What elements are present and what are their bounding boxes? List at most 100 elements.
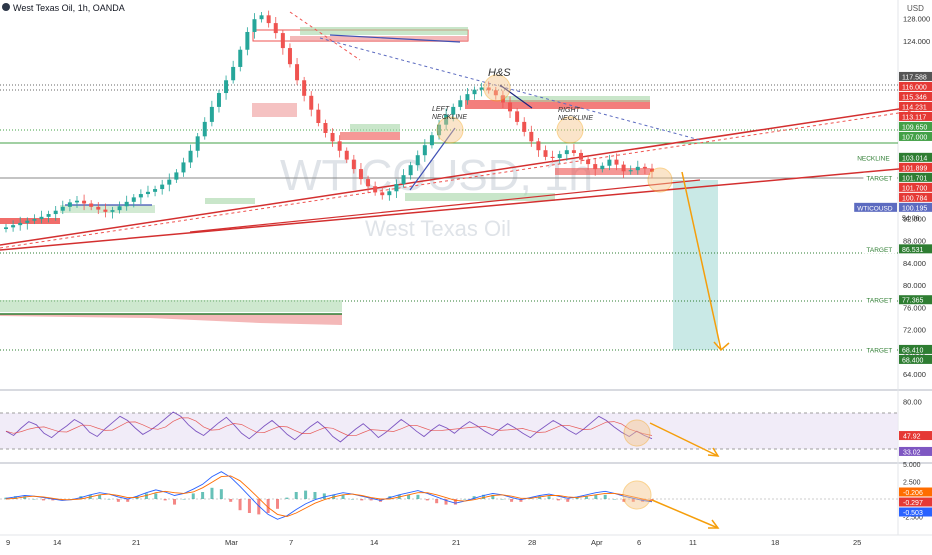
price-badge-value: 68.400	[902, 357, 924, 364]
time-tick-label: 14	[53, 538, 61, 547]
candle-body	[245, 31, 250, 50]
short-position-zone[interactable]	[673, 180, 718, 350]
zone-mid-red[interactable]	[252, 103, 297, 117]
left-neckline[interactable]	[409, 127, 456, 191]
rsi-tick-label: 80.00	[903, 397, 922, 406]
candle-body	[493, 90, 498, 96]
candle-body	[408, 165, 413, 176]
rsi-highlight[interactable]	[623, 419, 651, 447]
macd-bar	[304, 490, 308, 499]
time-tick-label: Apr	[591, 538, 603, 547]
macd-bar	[210, 487, 214, 499]
price-badge-value: 117.588	[902, 74, 927, 81]
candle-body	[515, 111, 520, 122]
time-tick-label: 21	[452, 538, 460, 547]
price-badge-value: 113.117	[902, 114, 926, 121]
price-badge-label: NECKLINE	[857, 155, 890, 162]
time-axis[interactable]: 9 14 21 Mar 7 14 21 28 Apr 6 11 18 25	[6, 538, 861, 547]
price-badge-value: 100.784	[902, 195, 927, 202]
symbol-title[interactable]: West Texas Oil, 1h, OANDA	[2, 3, 125, 13]
zone-hs-red[interactable]	[465, 100, 650, 109]
candle-body	[344, 150, 349, 160]
zone-lower-green[interactable]	[0, 300, 342, 312]
candle-body	[500, 95, 505, 103]
macd-bar	[13, 496, 17, 499]
candle-body	[316, 109, 321, 124]
macd-bar	[32, 499, 36, 500]
zone-left-red[interactable]	[340, 132, 400, 140]
price-badge-value: 115.346	[902, 94, 927, 101]
price-badge-label: TARGET	[866, 175, 892, 182]
macd-bar	[126, 499, 130, 502]
macd-bar	[453, 499, 457, 505]
time-tick-label: 18	[771, 538, 779, 547]
candle-body	[32, 219, 37, 221]
macd-highlight[interactable]	[622, 480, 652, 510]
macd-histogram	[4, 487, 654, 515]
price-badge	[899, 71, 932, 81]
candle-body	[351, 159, 356, 170]
symbol-title-text: West Texas Oil, 1h, OANDA	[13, 3, 125, 13]
macd-bar	[163, 499, 167, 501]
macd-bar	[369, 499, 373, 501]
macd-bar	[257, 499, 261, 515]
macd-bar	[285, 497, 289, 499]
price-badge-label: TARGET	[866, 347, 892, 354]
macd-tick-label: 2.500	[903, 480, 921, 487]
dashed-trendline-2	[289, 11, 361, 61]
candle-body	[614, 159, 619, 165]
macd-tick-label: -2.500	[903, 515, 923, 522]
head-highlight[interactable]	[483, 74, 511, 102]
price-badge	[899, 131, 932, 141]
candles-group[interactable]	[4, 10, 654, 233]
price-badge-label: WTICOUSD	[857, 205, 893, 212]
left-neckline-highlight[interactable]	[436, 116, 464, 144]
candle-body	[642, 166, 647, 169]
zone-early-red[interactable]	[0, 218, 60, 224]
price-badge	[899, 162, 932, 172]
macd-pane[interactable]	[0, 471, 898, 529]
price-badge-tag	[854, 202, 897, 212]
right-shoulder-line[interactable]	[499, 84, 533, 109]
candle-body	[145, 191, 150, 195]
price-badge-value: 103.014	[902, 155, 927, 162]
macd-bar	[276, 499, 280, 509]
top-blue-line	[329, 34, 461, 43]
projection-arrow[interactable]	[681, 171, 730, 352]
support-trendline-2[interactable]	[0, 103, 932, 246]
candle-body	[124, 201, 129, 207]
price-tick-label: 76.000	[903, 303, 926, 312]
rsi-arrow-shaft	[649, 422, 719, 457]
candle-body	[628, 170, 633, 172]
price-badge-tag	[863, 344, 897, 354]
right-neckline-highlight[interactable]	[556, 116, 584, 144]
zone-left-green	[350, 124, 400, 132]
candle-body	[394, 184, 399, 192]
macd-bar	[191, 493, 195, 499]
candle-body	[216, 93, 221, 107]
candle-body	[323, 123, 328, 133]
support-trendline-3[interactable]	[189, 179, 701, 233]
support-trendline[interactable]	[0, 165, 932, 251]
macd-bar	[41, 499, 45, 501]
breakdown-highlight[interactable]	[647, 167, 673, 193]
macd-badge-value: -0.297	[903, 500, 923, 507]
macd-bar	[622, 499, 626, 502]
macd-bar	[229, 499, 233, 502]
price-tick-label: 84.000	[903, 259, 926, 268]
candle-body	[110, 210, 115, 212]
price-badge	[899, 192, 932, 202]
price-tick-label: 88.000	[903, 237, 926, 246]
candle-body	[252, 19, 257, 32]
watermark-name: West Texas Oil	[365, 216, 511, 241]
rsi-pane[interactable]	[0, 411, 898, 457]
candle-body	[46, 214, 51, 217]
price-tick-label: 80.000	[903, 281, 926, 290]
macd-bar	[631, 499, 635, 502]
rsi-badge-value: 33.02	[903, 449, 921, 456]
zone-bottom-green[interactable]	[405, 193, 555, 201]
price-badge	[899, 182, 932, 192]
macd-bar	[350, 499, 354, 500]
price-tick-label: 92.000	[903, 214, 926, 223]
